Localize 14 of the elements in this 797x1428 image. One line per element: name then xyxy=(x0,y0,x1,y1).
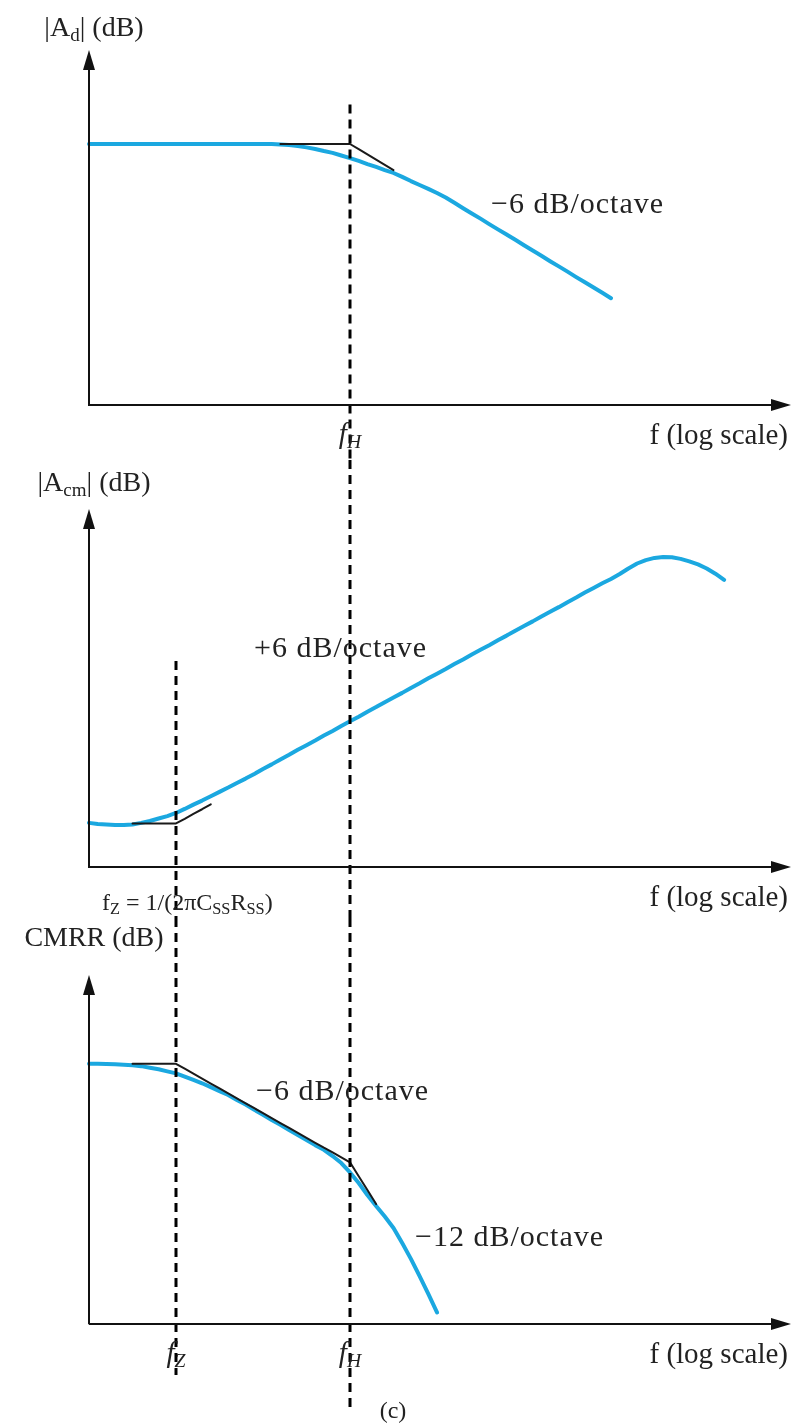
x-axis-title: f (log scale) xyxy=(649,1336,788,1369)
y-axis-title: |A$_{d}$| (dB) xyxy=(44,11,144,46)
text: f$_{Z}$ = 1/(2πC$_{SS}$R$_{SS}$) xyxy=(102,889,273,919)
annotation: −6 dB/octave xyxy=(256,1073,430,1107)
annotation: −12 dB/octave xyxy=(415,1219,605,1253)
x-tick-label: f$_{Z}$ xyxy=(166,1335,186,1371)
y-axis-title: CMRR (dB) xyxy=(24,921,164,953)
annotation: +6 dB/octave xyxy=(254,630,428,664)
y-axis-title: |A$_{cm}$| (dB) xyxy=(37,465,151,500)
annotation: −6 dB/octave xyxy=(491,186,665,220)
x-axis-title: f (log scale) xyxy=(649,417,788,450)
x-axis-title: f (log scale) xyxy=(649,879,788,912)
text: (c) xyxy=(379,1397,407,1424)
ref-line-label: f$_{H}$ xyxy=(338,416,362,452)
